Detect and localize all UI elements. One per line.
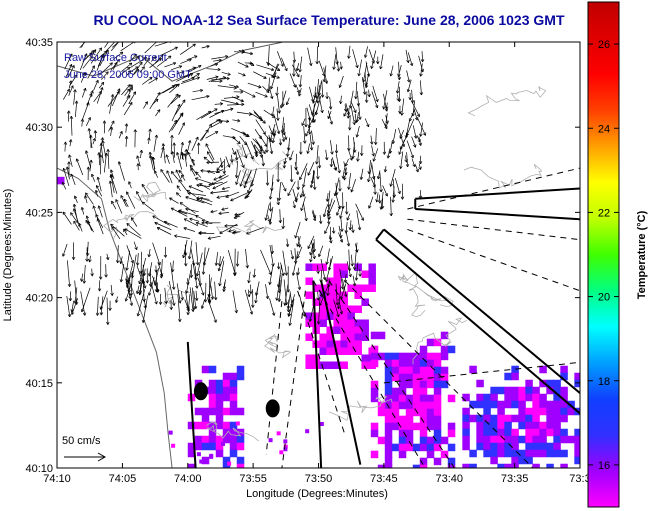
y-tick-label: 40:30 bbox=[25, 122, 53, 134]
sst-layer bbox=[57, 176, 580, 468]
colorbar-tick-label: 24 bbox=[598, 123, 610, 135]
x-tick-label: 74:00 bbox=[174, 473, 202, 485]
station-markers bbox=[193, 382, 280, 418]
colorbar-ticks: 26 24 22 20 18 16 bbox=[588, 39, 619, 472]
x-tick-label: 73:35 bbox=[501, 473, 529, 485]
colorbar-tick-label: 20 bbox=[598, 292, 610, 304]
scale-label: 50 cm/s bbox=[62, 435, 101, 447]
scale-arrow bbox=[64, 452, 107, 462]
legend-line-2: June 28, 2006 09:00 GMT bbox=[64, 69, 192, 81]
x-tick-label: 73:40 bbox=[435, 473, 463, 485]
colorbar-tick-label: 26 bbox=[598, 39, 610, 51]
x-axis-label: Longitude (Degrees:Minutes) bbox=[246, 488, 388, 500]
y-tick-label: 40:15 bbox=[25, 378, 53, 390]
y-tick-label: 40:20 bbox=[25, 293, 53, 305]
current-vectors bbox=[61, 42, 427, 326]
x-axis: 74:10 74:05 74:00 73:55 73:50 73:45 73:40 73:35… bbox=[43, 42, 591, 485]
x-tick-label: 74:05 bbox=[109, 473, 137, 485]
legend-line-1: Raw Surface Current bbox=[64, 52, 167, 64]
chart-title: RU COOL NOAA-12 Sea Surface Temperature:… bbox=[94, 12, 565, 28]
colorbar-tick-label: 16 bbox=[598, 460, 610, 472]
y-axis: 40:35 40:30 40:25 40:20 40:15 40:10 bbox=[25, 37, 580, 475]
x-tick-label: 73:45 bbox=[370, 473, 398, 485]
y-tick-label: 40:25 bbox=[25, 207, 53, 219]
colorbar-tick-label: 18 bbox=[598, 376, 610, 388]
x-tick-label: 74:10 bbox=[43, 473, 71, 485]
x-tick-label: 73:55 bbox=[239, 473, 267, 485]
x-tick-label: 73:50 bbox=[305, 473, 333, 485]
station-marker bbox=[193, 382, 208, 401]
colorbar-tick-label: 22 bbox=[598, 207, 610, 219]
y-tick-label: 40:10 bbox=[25, 463, 53, 475]
colorbar-label: Temperature (°C) bbox=[636, 210, 648, 299]
station-marker bbox=[265, 399, 280, 418]
colorbar bbox=[587, 1, 620, 508]
y-tick-label: 40:35 bbox=[25, 37, 53, 49]
y-axis-label: Latitude (Degrees:Minutes) bbox=[2, 189, 14, 322]
x-tick-label: 73:3 bbox=[569, 473, 590, 485]
bathymetry-contours bbox=[103, 86, 547, 442]
